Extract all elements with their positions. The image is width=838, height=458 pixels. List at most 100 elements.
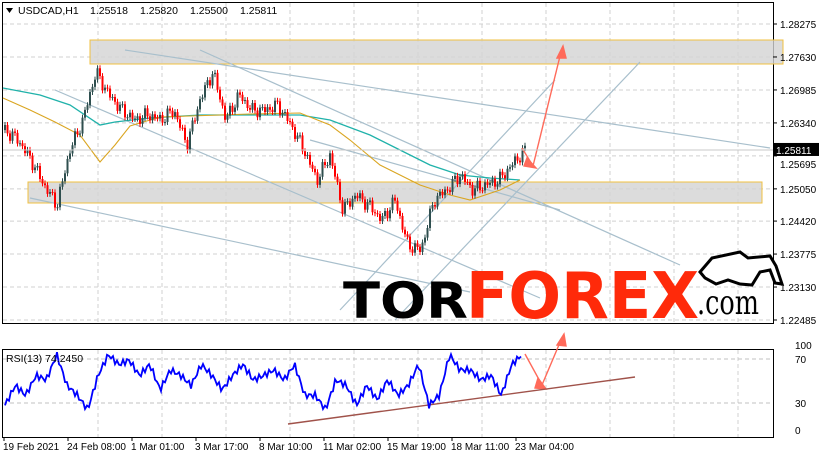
candle xyxy=(264,107,266,113)
candle xyxy=(504,175,506,179)
candle xyxy=(361,193,364,200)
candle xyxy=(256,110,259,118)
candle xyxy=(259,107,261,118)
candle xyxy=(474,188,476,196)
candle xyxy=(26,149,29,154)
candle xyxy=(349,201,351,207)
candle xyxy=(271,109,274,113)
candle xyxy=(311,164,314,169)
candle xyxy=(129,112,131,118)
candle xyxy=(469,182,471,185)
rsi-tick-label: 70 xyxy=(795,355,807,366)
time-tick-label: 1 Mar 01:00 xyxy=(131,442,185,453)
candle xyxy=(354,195,356,199)
forecast-arrow xyxy=(521,43,567,390)
high-value: 1.25820 xyxy=(140,5,178,17)
price-tick-label: 1.24420 xyxy=(780,217,817,228)
candle xyxy=(121,104,124,106)
candle xyxy=(454,175,456,179)
candle xyxy=(439,192,441,196)
price-tick-label: 1.25695 xyxy=(780,160,817,171)
candle xyxy=(379,213,381,221)
candle xyxy=(11,131,14,141)
candle xyxy=(199,99,201,110)
arrow-head-icon xyxy=(534,376,548,390)
candle xyxy=(181,127,184,129)
candle xyxy=(79,133,81,135)
candle xyxy=(176,112,179,120)
candle xyxy=(276,100,279,102)
candle xyxy=(519,160,521,163)
time-tick-label: 24 Feb 08:00 xyxy=(67,442,126,453)
candle xyxy=(299,135,301,137)
time-tick-label: 11 Mar 02:00 xyxy=(323,442,382,453)
candle xyxy=(219,89,221,100)
candle xyxy=(226,115,229,120)
candle xyxy=(149,116,151,121)
candle xyxy=(486,182,489,185)
trendline[interactable] xyxy=(394,61,641,321)
trendline[interactable] xyxy=(124,49,771,149)
symbol-label: USDCAD,H1 xyxy=(18,5,79,17)
trendline[interactable] xyxy=(199,49,681,266)
candle xyxy=(169,108,171,111)
candle xyxy=(31,155,34,171)
candle xyxy=(189,131,191,151)
candle xyxy=(109,88,111,98)
candle xyxy=(289,121,291,123)
candle xyxy=(104,87,106,91)
candle xyxy=(459,176,461,185)
candle xyxy=(216,72,219,90)
price-tick-label: 1.25050 xyxy=(780,185,817,196)
candle xyxy=(461,174,464,177)
candle xyxy=(46,185,49,194)
trendline[interactable] xyxy=(339,79,556,311)
candle xyxy=(509,167,511,169)
candle xyxy=(59,186,61,208)
rsi-line xyxy=(4,351,522,412)
candle xyxy=(44,183,46,186)
candle xyxy=(499,171,501,185)
candle xyxy=(36,165,39,168)
candle xyxy=(296,135,299,139)
candle xyxy=(484,182,486,191)
candle xyxy=(416,243,419,247)
candle xyxy=(254,103,256,111)
candle xyxy=(479,180,481,191)
candle xyxy=(369,200,371,203)
triangle-down-icon[interactable] xyxy=(6,8,13,13)
candle xyxy=(156,117,159,119)
main-panel-frame xyxy=(2,2,774,324)
rsi-label: RSI(13) 74.2450 xyxy=(6,353,83,365)
price-tick-label: 1.28275 xyxy=(780,20,817,31)
candle xyxy=(141,118,144,124)
candle xyxy=(401,215,404,230)
candle xyxy=(421,242,424,252)
candle xyxy=(241,94,244,102)
candle xyxy=(111,96,114,98)
candle xyxy=(206,80,209,86)
candle xyxy=(89,91,91,106)
candle xyxy=(491,178,494,183)
candle xyxy=(414,243,416,253)
price-tick-label: 1.22485 xyxy=(780,316,817,327)
candle xyxy=(464,174,466,183)
trendline[interactable] xyxy=(309,139,561,211)
candle xyxy=(131,112,134,119)
candle xyxy=(51,192,54,194)
low-value: 1.25500 xyxy=(190,5,228,17)
trendline[interactable] xyxy=(29,197,471,293)
time-tick-label: 3 Mar 17:00 xyxy=(195,442,249,453)
candle xyxy=(406,234,409,237)
candle xyxy=(151,114,154,121)
candle xyxy=(481,190,484,192)
candle xyxy=(231,105,234,112)
candle xyxy=(364,199,366,210)
candle xyxy=(501,171,504,176)
candle xyxy=(224,105,226,120)
candle xyxy=(514,156,516,166)
candle xyxy=(139,116,141,124)
candle xyxy=(274,100,276,113)
rsi-trendline[interactable] xyxy=(287,376,636,425)
candle xyxy=(19,143,21,145)
